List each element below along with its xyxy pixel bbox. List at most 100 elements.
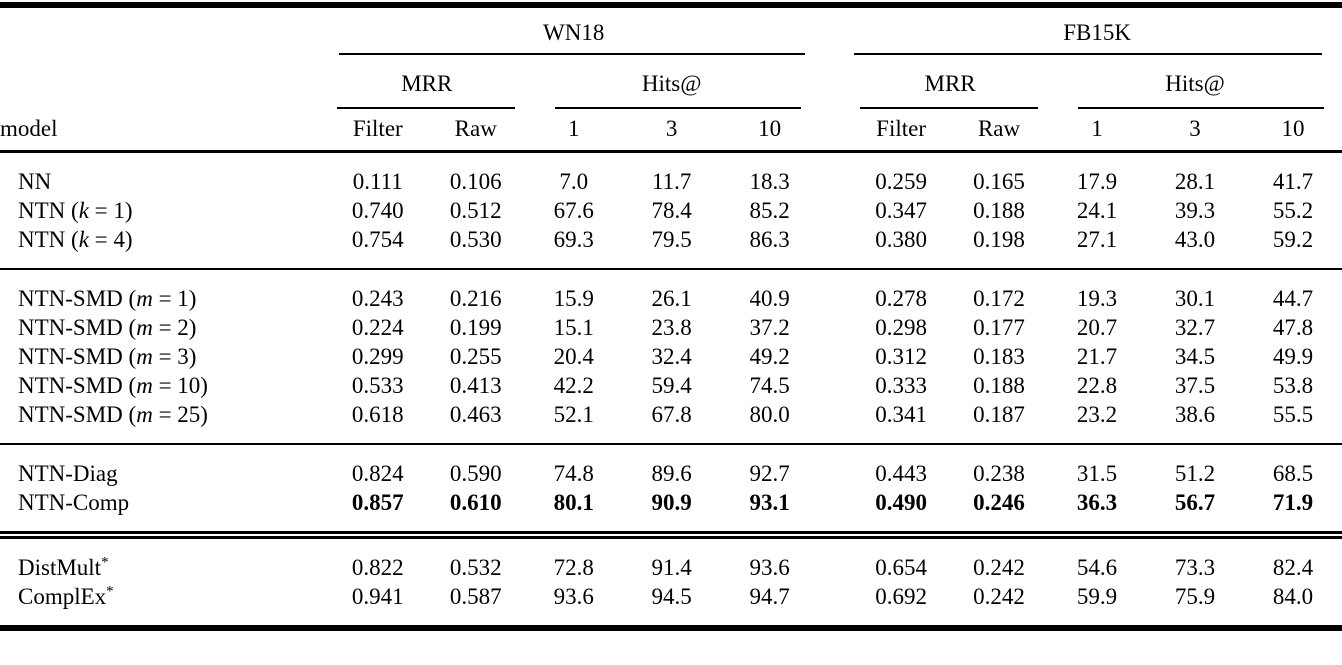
column-gap [819,55,853,109]
metric-value: 0.533 [351,373,404,398]
metric-value: 34.5 [1174,344,1216,369]
col-header-wn18-hits1: 1 [524,109,623,153]
metric-value: 0.246 [973,490,1025,515]
metric-value: 37.5 [1174,373,1216,398]
metric-value: 0.692 [875,584,927,609]
table-row: NTN (k = 4) 0.754 0.530 69.3 79.5 86.3 0.380 0.… [0,225,1342,269]
metric-value: 52.1 [553,402,594,427]
metric-value: 0.199 [449,315,502,340]
col-header-fb15k-hits10: 10 [1243,109,1342,153]
metric-value: 24.1 [1076,198,1118,223]
metric-value: 80.1 [553,490,594,515]
metric-value: 59.9 [1076,584,1118,609]
table-row: NTN-SMD (m = 25) 0.618 0.463 52.1 67.8 80.0 0.… [0,400,1342,444]
metric-value: 41.7 [1272,169,1314,194]
metric-value: 21.7 [1076,344,1118,369]
metric-value: 0.941 [351,584,404,609]
metric-value: 0.278 [852,268,951,313]
model-name: DistMult* [0,531,329,582]
table-row: NTN-Comp 0.857 0.610 80.1 90.9 93.1 0.490 0.246… [0,488,1342,535]
metric-value: 0.298 [875,315,927,340]
table-row: NTN-SMD (m = 2) 0.224 0.199 15.1 23.8 37.2 0.2… [0,313,1342,342]
table-row: NTN-SMD (m = 3) 0.299 0.255 20.4 32.4 49.2 0.3… [0,342,1342,371]
model-name: NTN-SMD (m = 3) [18,344,197,369]
metric-value: 56.7 [1174,490,1216,515]
hits-header-fb15k: Hits@ [1048,55,1342,109]
table-row: NTN-Diag 0.824 0.590 74.8 89.6 92.7 0.443 0.238… [0,443,1342,488]
metric-value: 51.2 [1145,443,1244,488]
model-name: NTN-SMD (m = 2) [18,315,197,340]
column-gap [819,225,853,269]
column-gap [819,488,853,535]
metric-value: 32.4 [651,344,692,369]
metric-value: 93.6 [553,584,594,609]
metric-value: 0.224 [351,315,404,340]
mrr-header-fb15k: MRR [852,55,1048,109]
metric-value: 23.8 [651,315,692,340]
model-group-2: NTN-Diag 0.824 0.590 74.8 89.6 92.7 0.443 0.238… [0,443,1342,535]
model-name: ComplEx* [18,583,114,609]
metric-value: 28.1 [1174,169,1216,194]
metric-value: 71.9 [1272,490,1314,515]
metric-value: 55.2 [1272,198,1314,223]
model-name: NTN (k = 4) [18,227,133,252]
metric-value: 0.380 [875,227,927,252]
metric-value: 0.824 [328,443,427,488]
metric-value: 17.9 [1076,169,1118,194]
metric-value: 0.255 [449,344,502,369]
model-group-0: NN 0.111 0.106 7.0 11.7 18.3 0.259 0.165 17.9 28.… [0,152,1342,270]
column-gap [819,196,853,225]
table-row: NTN (k = 1) 0.740 0.512 67.6 78.4 85.2 0.347 0.… [0,196,1342,225]
metric-value: 42.2 [553,373,594,398]
metric-value: 72.8 [524,531,623,582]
metric-value: 23.2 [1076,402,1118,427]
mrr-header-wn18: MRR [329,55,525,109]
metric-value: 73.3 [1145,531,1244,582]
dataset-header-wn18: WN18 [329,5,819,55]
metric-value: 0.183 [973,344,1025,369]
metric-value: 20.7 [1076,315,1118,340]
metric-value: 67.6 [553,198,594,223]
metric-value: 30.1 [1145,268,1244,313]
metric-value: 0.610 [449,490,502,515]
model-name: NTN-SMD (m = 10) [18,373,208,398]
metric-value: 0.347 [875,198,927,223]
metric-value: 67.8 [651,402,692,427]
table-row: NTN-SMD (m = 10) 0.533 0.413 42.2 59.4 74.5 0.… [0,371,1342,400]
column-gap [819,313,853,342]
dataset-header-fb15k: FB15K [852,5,1342,55]
column-gap [818,531,853,582]
model-name: NTN-SMD (m = 1) [0,268,329,313]
column-gap [818,443,853,488]
table-row: ComplEx* 0.941 0.587 93.6 94.5 94.7 0.692 0.242… [0,582,1342,628]
metric-value: 0.490 [875,490,927,515]
metric-value: 0.341 [875,402,927,427]
metric-value: 74.8 [524,443,623,488]
column-gap [819,400,853,444]
empty-corner-cell [0,5,329,55]
col-header-wn18-hits10: 10 [720,109,819,153]
column-gap [819,152,853,197]
metric-value: 69.3 [553,227,594,252]
metric-value: 31.5 [1048,443,1146,488]
table-row: NN 0.111 0.106 7.0 11.7 18.3 0.259 0.165 17.9 28.… [0,152,1342,197]
results-table: WN18 FB15K MRR Hits@ MRR Hits@ model Fil… [0,2,1342,631]
metric-value: 47.8 [1272,315,1314,340]
metric-value: 0.512 [449,198,502,223]
metric-value: 0.242 [973,584,1025,609]
model-name: NTN-SMD (m = 25) [18,402,208,427]
metric-value: 0.172 [950,268,1049,313]
metric-value: 20.4 [553,344,594,369]
metric-value: 40.9 [720,268,819,313]
metric-value: 0.530 [449,227,502,252]
metric-value: 11.7 [651,169,692,194]
metric-value: 93.6 [720,531,819,582]
metric-value: 0.198 [973,227,1025,252]
metric-value: 0.618 [351,402,404,427]
col-header-fb15k-hits1: 1 [1048,109,1146,153]
metric-value: 68.5 [1243,443,1342,488]
column-gap [818,268,853,313]
table-row: DistMult* 0.822 0.532 72.8 91.4 93.6 0.654 0.24… [0,531,1342,582]
metric-value: 49.9 [1272,344,1314,369]
table-header: WN18 FB15K MRR Hits@ MRR Hits@ model Fil… [0,5,1342,153]
